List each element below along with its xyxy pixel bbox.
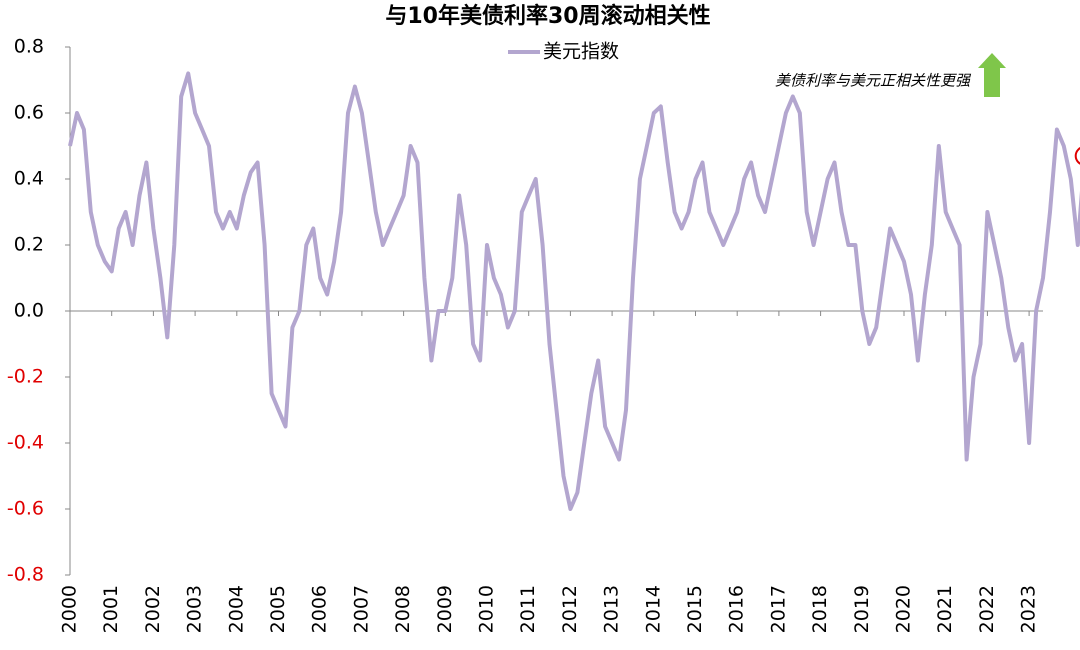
x-tick-label: 2010	[476, 585, 498, 633]
x-tick-label: 2003	[184, 585, 206, 633]
x-tick-label: 2017	[767, 585, 789, 633]
x-tick-label: 2013	[601, 585, 623, 633]
highlight-circle	[1074, 147, 1080, 165]
x-tick-label: 2022	[976, 585, 998, 633]
x-tick-label: 2016	[726, 585, 748, 633]
annotation: 美债利率与美元正相关性更强	[775, 72, 972, 90]
x-tick-label: 2009	[434, 585, 456, 633]
y-tick-label: 0.4	[14, 168, 44, 190]
x-tick-label: 2019	[851, 585, 873, 633]
y-tick-label: -0.6	[7, 498, 44, 520]
x-tick-label: 2023	[1018, 585, 1040, 633]
arrow	[978, 53, 1006, 97]
x-tick-label: 2005	[267, 585, 289, 633]
x-tick-label: 2006	[309, 585, 331, 633]
y-tick-label: 0.2	[14, 234, 44, 256]
x-tick-label: 2018	[809, 585, 831, 633]
x-tick-label: 2011	[517, 585, 539, 633]
line-series	[68, 71, 1080, 511]
x-tick-label: 2007	[350, 585, 372, 633]
chart-title: 与10年美债利率30周滚动相关性	[385, 3, 710, 29]
y-tick-label: 0.0	[14, 300, 44, 322]
x-tick-label: 2021	[934, 585, 956, 633]
y-tick-label: 0.8	[14, 36, 44, 58]
y-tick-label: -0.4	[7, 432, 44, 454]
x-tick-label: 2014	[642, 585, 664, 633]
x-tick-label: 2020	[893, 585, 915, 633]
x-tick-label: 2000	[59, 585, 81, 633]
x-tick-label: 2002	[142, 585, 164, 633]
y-tick-label: -0.2	[7, 366, 44, 388]
x-tick-label: 2008	[392, 585, 414, 633]
x-tick-label: 2004	[225, 585, 247, 633]
y-tick-label: 0.6	[14, 102, 44, 124]
x-tick-label: 2001	[100, 585, 122, 633]
x-tick-label: 2015	[684, 585, 706, 633]
legend-label: 美元指数	[543, 41, 619, 63]
x-tick-label: 2012	[559, 585, 581, 633]
y-tick-label: -0.8	[7, 564, 44, 586]
